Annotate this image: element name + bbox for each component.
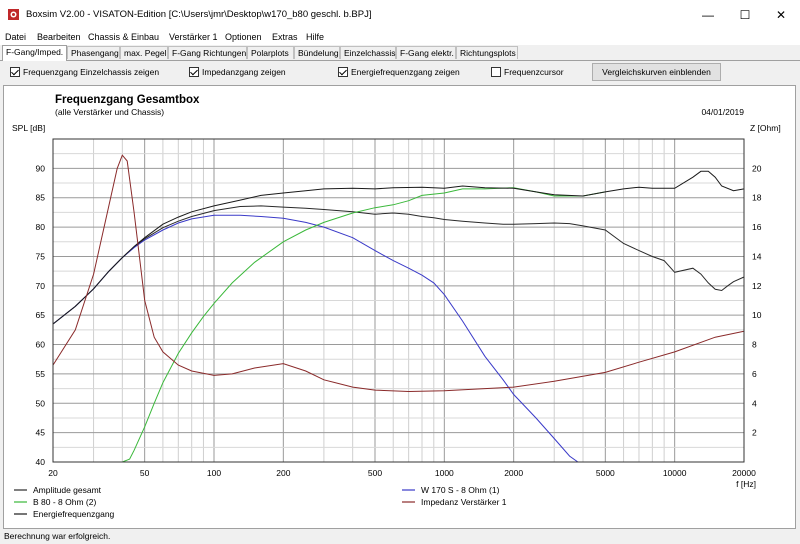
- close-button[interactable]: ✕: [775, 8, 787, 22]
- y-tick-label: 50: [36, 398, 46, 408]
- chart-subtitle: (alle Verstärker und Chassis): [55, 107, 164, 117]
- tab-max-pegel[interactable]: max. Pegel: [120, 46, 168, 59]
- y2-tick-label: 8: [752, 340, 757, 350]
- y-tick-label: 45: [36, 428, 46, 438]
- curve-b-80-8-ohm-2-: [53, 187, 606, 463]
- x-axis-label: f [Hz]: [736, 479, 756, 489]
- menu-bearbeiten[interactable]: Bearbeiten: [37, 32, 81, 42]
- y-tick-label: 55: [36, 369, 46, 379]
- x-tick-label: 200: [276, 468, 290, 478]
- y-tick-label: 75: [36, 251, 46, 261]
- y2-tick-label: 20: [752, 163, 762, 173]
- curve-energiefrequenzgang: [52, 170, 745, 325]
- legend-label: B 80 - 8 Ohm (2): [33, 497, 96, 507]
- plot-frame: [52, 138, 745, 463]
- option-einzelchassis-checkbox[interactable]: Frequenzgang Einzelchassis zeigen: [10, 66, 159, 79]
- menu-verstaerker-1[interactable]: Verstärker 1: [169, 32, 218, 42]
- option-label: Frequenzcursor: [504, 66, 564, 77]
- menu-datei[interactable]: Datei: [5, 32, 27, 42]
- tab-f-gang-richtungen[interactable]: F-Gang Richtungen: [168, 46, 247, 59]
- x-tick-label: 20000: [732, 468, 756, 478]
- option-label: Impedanzgang zeigen: [202, 66, 286, 77]
- tab-f-gang-elektr[interactable]: F-Gang elektr.: [396, 46, 456, 59]
- tab-buendelung[interactable]: Bündelung: [294, 46, 340, 59]
- option-label: Frequenzgang Einzelchassis zeigen: [23, 66, 160, 77]
- tab-f-gang-imped[interactable]: F-Gang/Imped.: [2, 45, 67, 61]
- chart-grid: [52, 138, 745, 463]
- tab-einzelchassis[interactable]: Einzelchassis: [340, 46, 396, 59]
- chart-ticks: 20 50 100 200 500 1000 2000 5000 10000 2000040455…: [36, 163, 762, 478]
- chart-panel: Frequenzgang Gesamtbox (alle Verstärker …: [3, 85, 796, 529]
- chart-date: 04/01/2019: [701, 107, 744, 117]
- curve-amplitude-gesamt: [52, 205, 745, 325]
- chart-title: Frequenzgang Gesamtbox: [55, 94, 200, 106]
- y-tick-label: 60: [36, 340, 46, 350]
- title-bar: Boxsim V2.00 - VISATON-Edition [C:\Users…: [0, 0, 800, 30]
- x-tick-label: 500: [368, 468, 382, 478]
- minimize-button[interactable]: —: [702, 8, 714, 22]
- menu-bar: Datei Bearbeiten Chassis & Einbau Verstä…: [0, 30, 800, 45]
- checkbox-box[interactable]: [491, 66, 501, 77]
- curve-w-170-s-8-ohm-1-: [52, 214, 744, 463]
- status-bar: Berechnung war erfolgreich.: [0, 529, 800, 544]
- y2-tick-label: 6: [752, 369, 757, 379]
- y-axis-label: SPL [dB]: [12, 123, 45, 133]
- y-tick-label: 80: [36, 222, 46, 232]
- y2-tick-label: 12: [752, 281, 762, 291]
- window-title: Boxsim V2.00 - VISATON-Edition [C:\Users…: [26, 9, 372, 20]
- legend-label: Impedanz Verstärker 1: [421, 497, 507, 507]
- boxsim-app-icon: [8, 9, 19, 20]
- compare-curves-button[interactable]: Vergleichskurven einblenden: [592, 63, 721, 81]
- legend-label: Amplitude gesamt: [33, 485, 102, 495]
- status-text: Berechnung war erfolgreich.: [4, 531, 111, 541]
- frequency-response-chart: Frequenzgang Gesamtbox (alle Verstärker …: [12, 94, 781, 519]
- y2-tick-label: 16: [752, 222, 762, 232]
- x-tick-label: 100: [207, 468, 221, 478]
- y-tick-label: 70: [36, 281, 46, 291]
- option-impedanz-checkbox[interactable]: Impedanzgang zeigen: [189, 66, 286, 79]
- menu-chassis-einbau[interactable]: Chassis & Einbau: [88, 32, 160, 42]
- curve-impedanz-verst-rker-1: [52, 154, 745, 393]
- checkbox-box[interactable]: [338, 66, 348, 77]
- y-tick-label: 40: [36, 457, 46, 467]
- y2-tick-label: 18: [752, 193, 762, 203]
- menu-optionen[interactable]: Optionen: [225, 32, 262, 42]
- checkbox-box[interactable]: [189, 66, 199, 77]
- legend-label: W 170 S - 8 Ohm (1): [421, 485, 500, 495]
- y2-tick-label: 10: [752, 310, 762, 320]
- y2-tick-label: 4: [752, 398, 757, 408]
- chart-curves: [52, 154, 745, 463]
- tab-phasengang[interactable]: Phasengang: [67, 46, 120, 59]
- y-tick-label: 65: [36, 310, 46, 320]
- tab-richtungsplots[interactable]: Richtungsplots: [456, 46, 518, 59]
- y-tick-label: 85: [36, 193, 46, 203]
- tab-polarplots[interactable]: Polarplots: [247, 46, 294, 59]
- x-tick-label: 10000: [663, 468, 687, 478]
- legend-label: Energiefrequenzgang: [33, 509, 115, 519]
- x-tick-label: 5000: [596, 468, 615, 478]
- option-label: Energiefrequenzgang zeigen: [351, 66, 460, 77]
- y2-axis-label: Z [Ohm]: [750, 123, 781, 133]
- tab-bar: F-Gang/Imped. Phasengang max. Pegel F-Ga…: [0, 45, 800, 61]
- checkbox-box[interactable]: [10, 66, 20, 77]
- maximize-button[interactable]: ☐: [739, 8, 751, 22]
- x-tick-label: 50: [140, 468, 150, 478]
- y2-tick-label: 14: [752, 251, 762, 261]
- x-tick-label: 2000: [504, 468, 523, 478]
- y2-tick-label: 2: [752, 428, 757, 438]
- option-energie-checkbox[interactable]: Energiefrequenzgang zeigen: [338, 66, 460, 79]
- x-tick-label: 1000: [435, 468, 454, 478]
- x-tick-label: 20: [48, 468, 58, 478]
- menu-hilfe[interactable]: Hilfe: [306, 32, 325, 42]
- menu-extras[interactable]: Extras: [272, 32, 298, 42]
- option-frequenzcursor-checkbox[interactable]: Frequenzcursor: [491, 66, 564, 79]
- y-tick-label: 90: [36, 163, 46, 173]
- chart-legend: Amplitude gesamt B 80 - 8 Ohm (2) Energief…: [14, 485, 507, 519]
